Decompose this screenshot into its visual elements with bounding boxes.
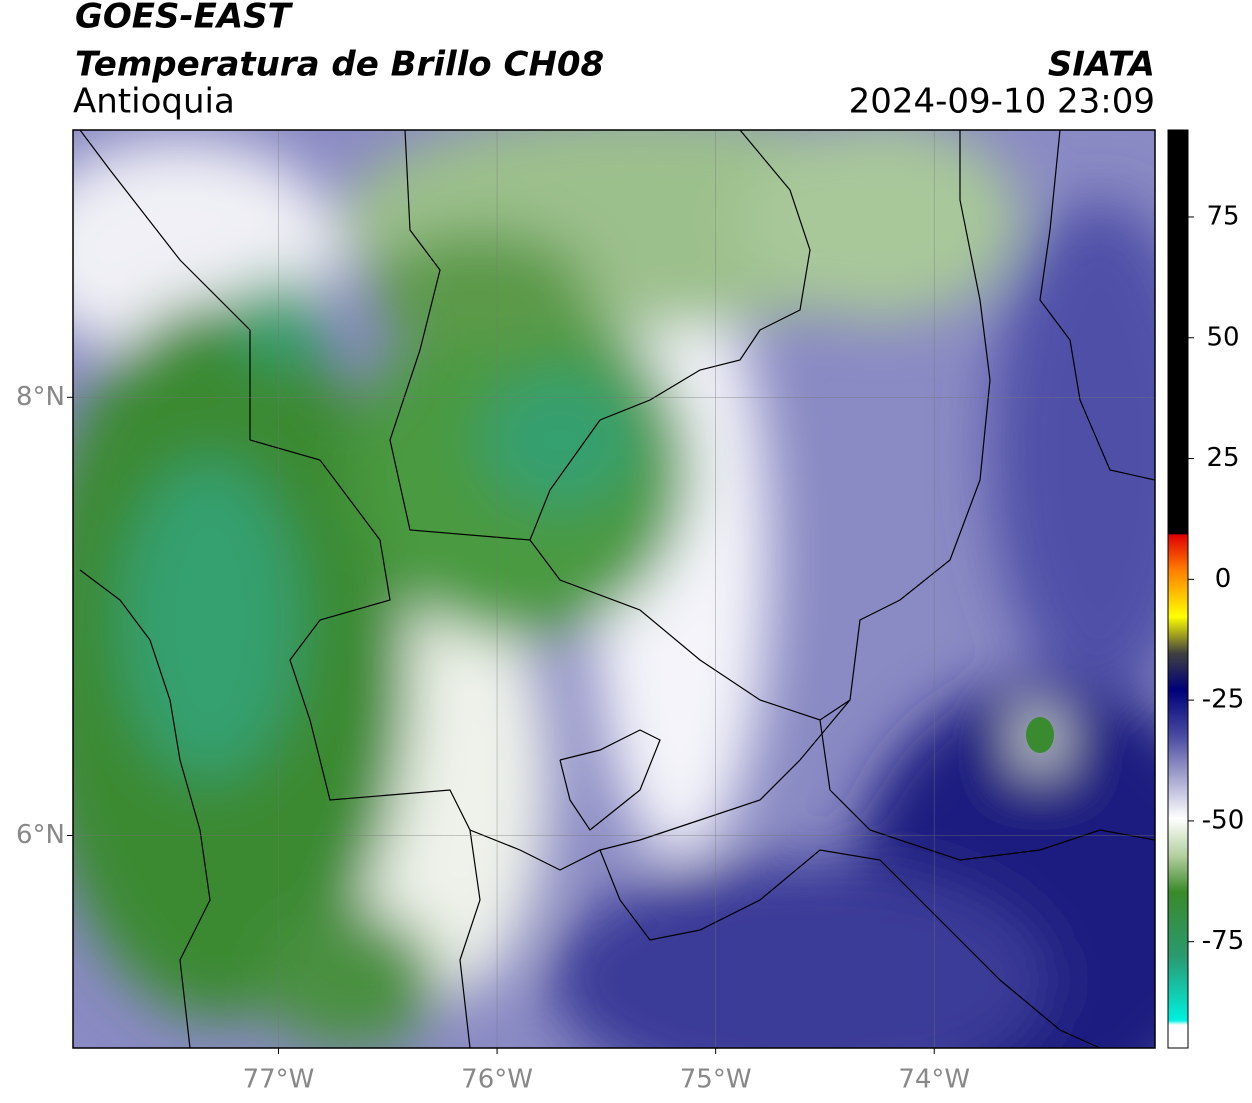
grid: [73, 130, 1155, 1048]
map-frame: [72, 129, 1156, 1049]
datetime: 2024-09-10 23:09: [849, 82, 1155, 122]
colorbar-tick-label: 75: [1206, 201, 1239, 231]
x-tick-label: 76°W: [461, 1065, 533, 1095]
colorbar-tick-label: 50: [1206, 322, 1239, 352]
colorbar: [1167, 129, 1189, 1049]
colorbar-tick-label: 0: [1215, 564, 1232, 594]
y-tick-label: 6°N: [16, 820, 65, 850]
region: Antioquia: [73, 82, 235, 122]
x-tick-label: 77°W: [243, 1065, 315, 1095]
cloud-core: [1026, 717, 1054, 753]
x-tick-label: 74°W: [898, 1065, 970, 1095]
y-tick-label: 8°N: [16, 382, 65, 412]
boundaries: [79, 130, 1155, 1048]
source: SIATA: [1048, 45, 1155, 85]
satellite-image: [73, 130, 1155, 1048]
title: GOES-EAST: [75, 0, 294, 37]
colorbar-tick-label: -50: [1202, 805, 1244, 835]
colorbar-tick-label: -25: [1202, 685, 1244, 715]
x-tick-label: 75°W: [680, 1065, 752, 1095]
colorbar-tick-label: -75: [1202, 926, 1244, 956]
colorbar-tick-label: 25: [1206, 443, 1239, 473]
subtitle: Temperatura de Brillo CH08: [75, 45, 604, 85]
